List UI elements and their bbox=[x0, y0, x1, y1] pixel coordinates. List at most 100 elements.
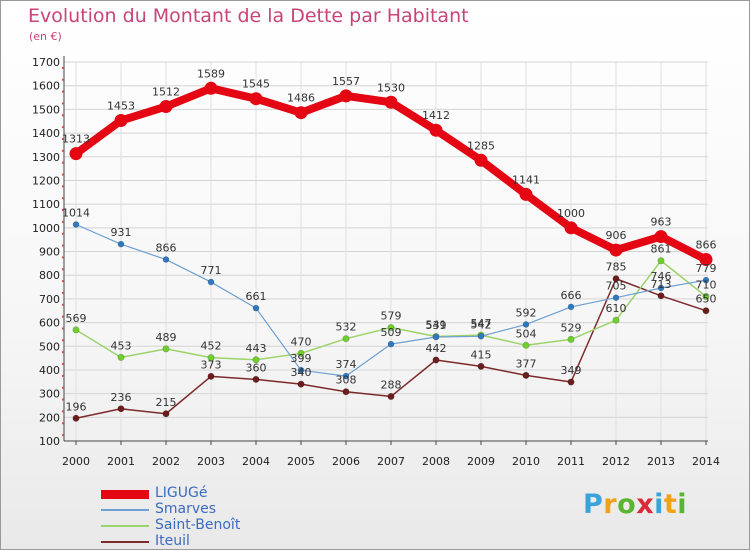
data-point bbox=[162, 345, 170, 353]
data-point bbox=[297, 380, 305, 388]
data-label: 349 bbox=[561, 364, 582, 377]
data-point bbox=[387, 392, 395, 400]
data-point bbox=[339, 89, 353, 103]
y-tick-label: 1000 bbox=[32, 222, 60, 235]
y-tick-label: 1400 bbox=[32, 127, 60, 140]
data-point bbox=[609, 243, 623, 257]
legend-label: LIGUGé bbox=[155, 485, 208, 501]
y-minor-tick bbox=[62, 339, 64, 342]
data-point bbox=[522, 321, 530, 328]
y-minor-tick bbox=[62, 244, 64, 247]
data-label: 1589 bbox=[197, 67, 225, 80]
data-label: 666 bbox=[561, 289, 582, 302]
data-point bbox=[72, 326, 80, 334]
data-point bbox=[702, 293, 710, 301]
data-label: 196 bbox=[66, 400, 87, 413]
data-point bbox=[72, 221, 80, 228]
data-label: 1000 bbox=[557, 207, 585, 220]
data-point bbox=[342, 388, 350, 396]
proxiti-logo: Proxiti bbox=[583, 489, 687, 520]
data-label: 866 bbox=[696, 239, 717, 252]
x-tick-label: 2014 bbox=[692, 455, 720, 468]
data-label: 539 bbox=[426, 319, 447, 332]
data-point bbox=[612, 316, 620, 324]
data-point bbox=[249, 92, 263, 106]
data-label: 592 bbox=[516, 306, 537, 319]
legend-swatch bbox=[101, 541, 149, 543]
data-point bbox=[567, 303, 575, 311]
data-label: 705 bbox=[606, 280, 627, 293]
data-label: 542 bbox=[471, 318, 492, 331]
data-label: 442 bbox=[426, 342, 447, 355]
y-minor-tick bbox=[62, 197, 64, 200]
data-label: 236 bbox=[111, 391, 132, 404]
legend-item: Smarves bbox=[101, 501, 361, 518]
data-point bbox=[114, 114, 128, 128]
legend-label: Iteuil bbox=[155, 533, 190, 549]
data-point bbox=[117, 353, 125, 361]
y-minor-tick bbox=[62, 66, 64, 69]
y-minor-tick bbox=[62, 126, 64, 129]
data-label: 509 bbox=[381, 326, 402, 339]
series-lines bbox=[69, 81, 713, 422]
y-tick-label: 1700 bbox=[32, 56, 60, 69]
data-label: 1453 bbox=[107, 100, 135, 113]
data-point bbox=[702, 307, 710, 315]
data-label: 746 bbox=[651, 270, 672, 283]
data-label: 1512 bbox=[152, 86, 180, 99]
data-label: 1141 bbox=[512, 173, 540, 186]
data-point bbox=[612, 294, 620, 301]
y-minor-tick bbox=[62, 280, 64, 283]
data-label: 470 bbox=[291, 335, 312, 348]
data-label: 1412 bbox=[422, 109, 450, 122]
data-point bbox=[117, 405, 125, 413]
x-tick-label: 2006 bbox=[332, 455, 360, 468]
data-point bbox=[657, 284, 665, 292]
data-label: 771 bbox=[201, 264, 222, 277]
data-label: 308 bbox=[336, 374, 357, 387]
series-LIGUGé bbox=[69, 81, 713, 267]
legend-swatch bbox=[101, 489, 149, 499]
y-minor-tick bbox=[62, 78, 64, 81]
data-label: 340 bbox=[291, 366, 312, 379]
data-point bbox=[162, 256, 170, 263]
y-minor-tick bbox=[62, 291, 64, 294]
series-Iteuil bbox=[72, 275, 710, 422]
x-tick-label: 2012 bbox=[602, 455, 630, 468]
data-label: 399 bbox=[291, 352, 312, 365]
legend-swatch bbox=[101, 509, 149, 511]
data-point bbox=[567, 378, 575, 386]
y-minor-tick bbox=[62, 161, 64, 164]
data-label: 661 bbox=[246, 290, 267, 303]
y-minor-tick bbox=[62, 185, 64, 188]
legend-item: Iteuil bbox=[101, 533, 361, 550]
data-label: 377 bbox=[516, 357, 537, 370]
y-minor-tick bbox=[62, 303, 64, 306]
y-tick-label: 500 bbox=[39, 340, 60, 353]
logo-letter: i bbox=[677, 489, 688, 520]
data-point bbox=[429, 123, 443, 137]
y-minor-tick bbox=[62, 434, 64, 437]
data-label: 453 bbox=[111, 339, 132, 352]
data-label: 415 bbox=[471, 348, 492, 361]
data-labels: 1313 1453 1512 1589 1545 1486 1557 1530 1412 1285… bbox=[62, 67, 717, 413]
data-point bbox=[387, 324, 395, 332]
data-point bbox=[699, 253, 713, 267]
data-label: 443 bbox=[246, 342, 267, 355]
data-label: 779 bbox=[696, 262, 717, 275]
data-label: 1557 bbox=[332, 75, 360, 88]
data-point bbox=[72, 414, 80, 422]
x-tick-label: 2013 bbox=[647, 455, 675, 468]
y-minor-tick bbox=[62, 149, 64, 152]
y-minor-tick bbox=[62, 386, 64, 389]
x-tick-label: 2011 bbox=[557, 455, 585, 468]
data-label: 288 bbox=[381, 378, 402, 391]
data-point bbox=[654, 230, 668, 244]
logo-letter: i bbox=[654, 489, 664, 520]
legend-swatch bbox=[101, 525, 149, 527]
y-tick-label: 200 bbox=[39, 411, 60, 424]
data-label: 547 bbox=[471, 317, 492, 330]
data-point bbox=[252, 356, 260, 364]
data-label: 785 bbox=[606, 261, 627, 274]
